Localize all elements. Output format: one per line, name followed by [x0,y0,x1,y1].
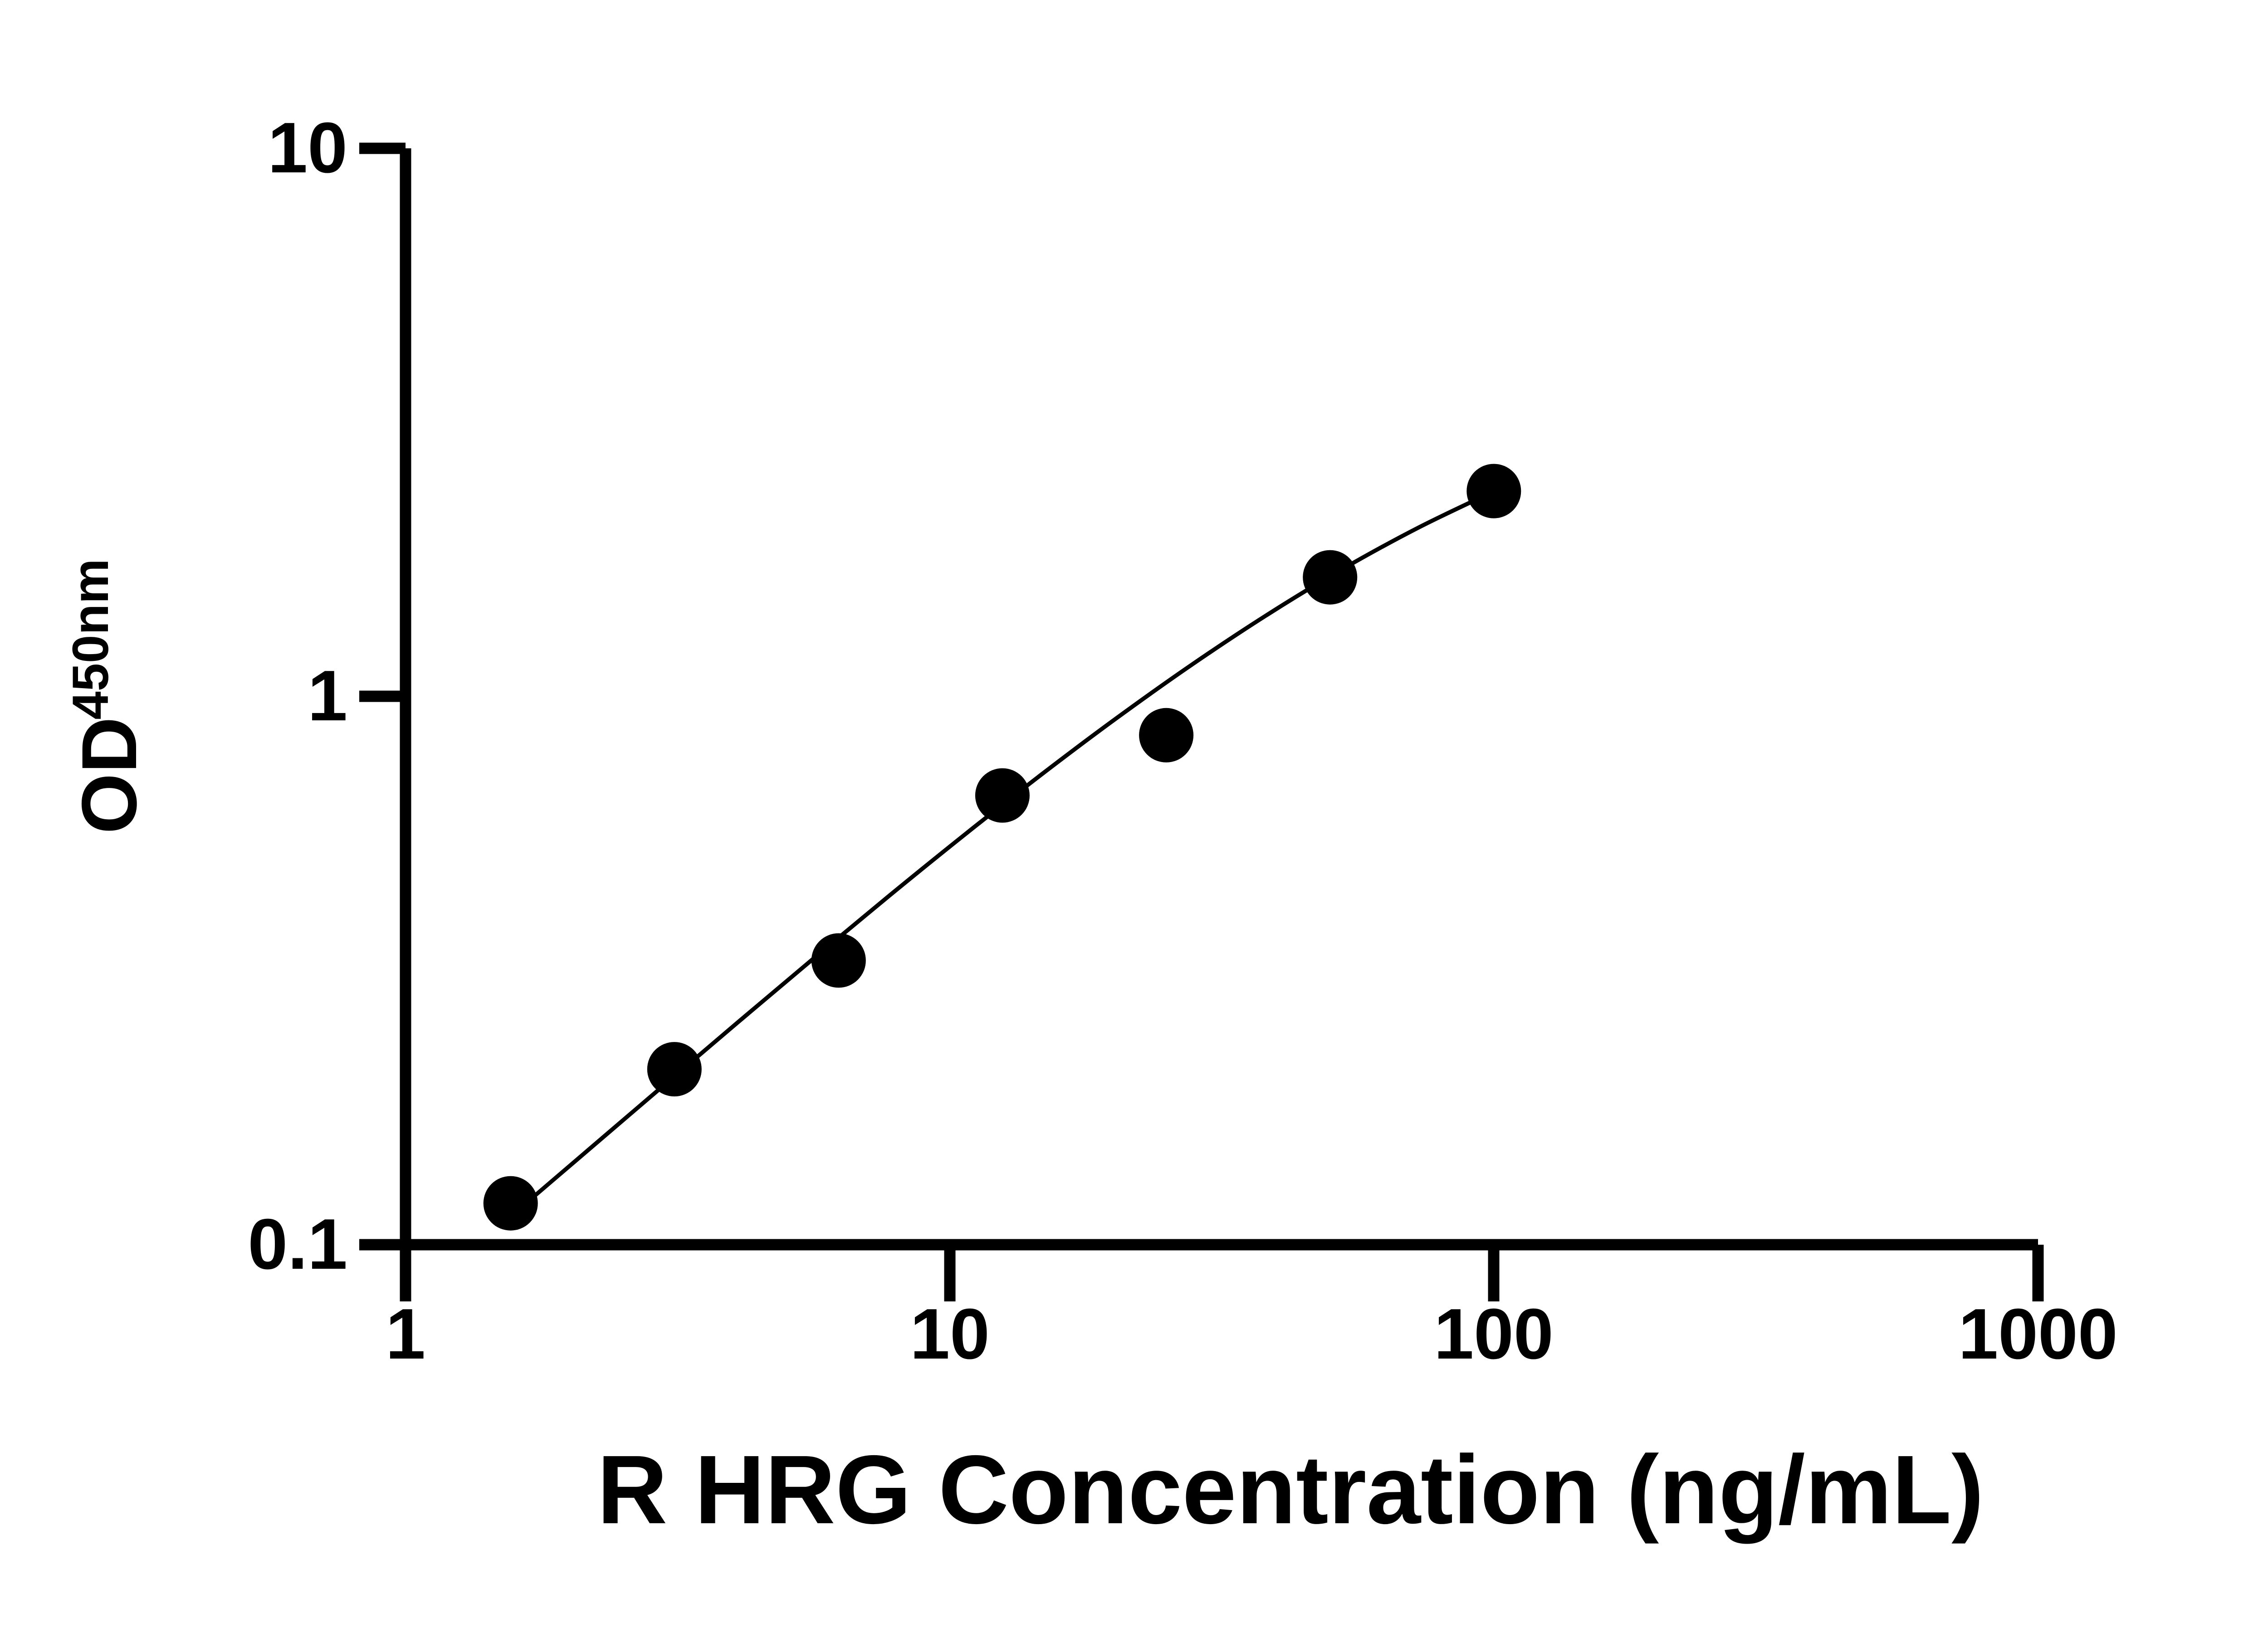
svg-text:1000: 1000 [1958,1294,2118,1374]
svg-text:1: 1 [308,656,347,736]
svg-text:R HRG Concentration (ng/mL): R HRG Concentration (ng/mL) [597,1435,1984,1544]
svg-text:0.1: 0.1 [248,1204,347,1284]
svg-text:100: 100 [1434,1294,1554,1374]
svg-text:10: 10 [910,1294,990,1374]
svg-text:1: 1 [386,1294,425,1374]
svg-text:10: 10 [268,108,347,188]
